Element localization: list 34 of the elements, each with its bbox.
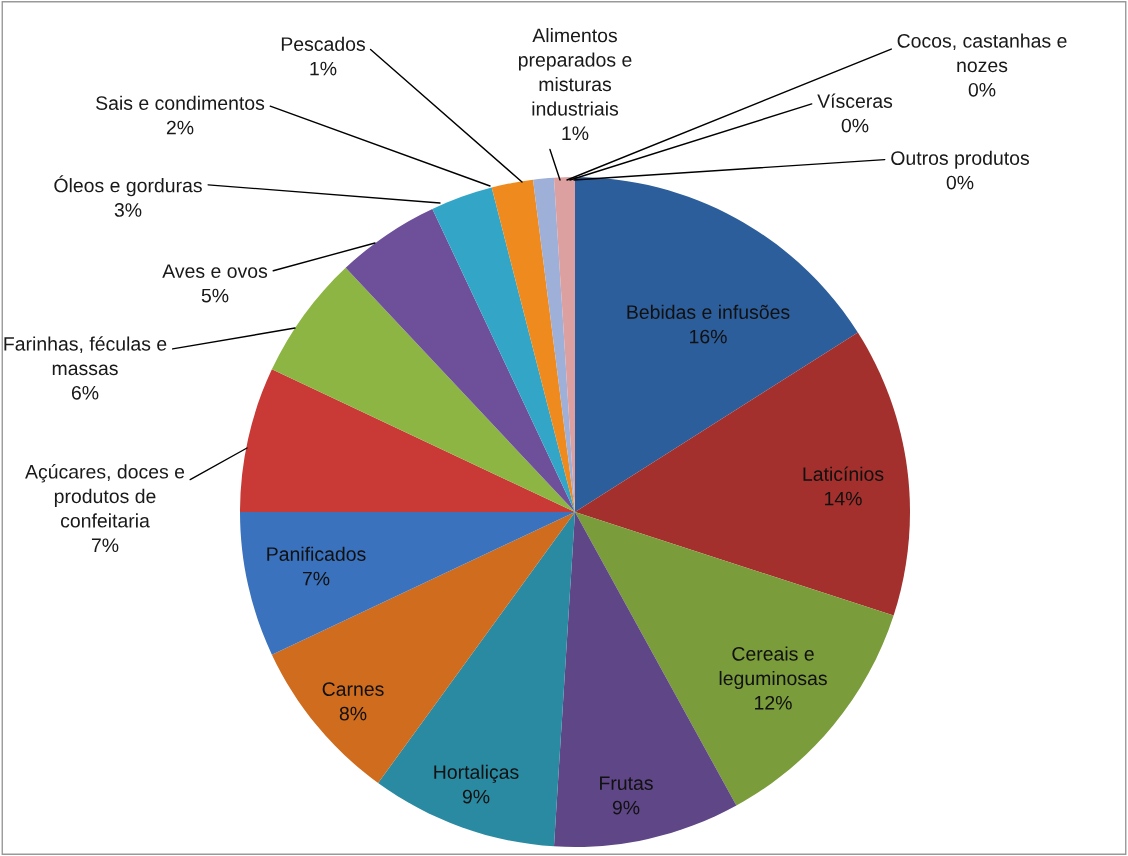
category-label: Cocos, castanhas e nozes — [897, 33, 1067, 73]
data-label: 7% — [302, 571, 330, 586]
slice-label: Aves e ovos — [162, 264, 268, 278]
slice-label: Pescados — [281, 36, 365, 51]
slice-label: Laticínios — [803, 466, 884, 481]
slice-label: Açúcares, doces e produtos de confeitaria — [25, 464, 185, 528]
data-label: 6% — [71, 385, 99, 400]
category-label: Outros produtos — [891, 150, 1030, 169]
slice-label: Carnes — [322, 682, 384, 696]
slice-label: Sais e condimentos — [96, 95, 265, 110]
data-label: 14% — [825, 491, 862, 506]
data-label: 16% — [690, 329, 727, 344]
slice-label: Hortaliças — [434, 764, 519, 783]
text: 0% — [946, 175, 974, 190]
slice-label: Óleos e gorduras — [54, 175, 202, 197]
data-label: 1% — [562, 126, 589, 141]
data-label: 9% — [462, 789, 490, 804]
data-label: 7% — [91, 538, 119, 552]
slice-label: Panificados — [267, 546, 366, 561]
data-label: 3% — [114, 203, 142, 217]
slice-label: Bebidas e infusões — [627, 304, 790, 319]
data-label: 2% — [166, 120, 194, 135]
data-label: 5% — [201, 288, 229, 303]
data-label: 1% — [310, 61, 337, 76]
data-label: 9% — [612, 800, 640, 815]
text: 0% — [968, 82, 996, 97]
slice-label: Cereais e leguminosas — [719, 646, 827, 690]
slice-label: Alimentos preparados e misturas industriais — [518, 28, 632, 116]
slice-label: Frutas — [600, 776, 653, 790]
data-label: 8% — [339, 706, 367, 721]
slice-label: Farinhas, féculas e massas — [4, 336, 167, 376]
data-label: 12% — [755, 695, 792, 710]
category-label: Vísceras — [817, 93, 893, 108]
text: 0% — [841, 118, 869, 133]
